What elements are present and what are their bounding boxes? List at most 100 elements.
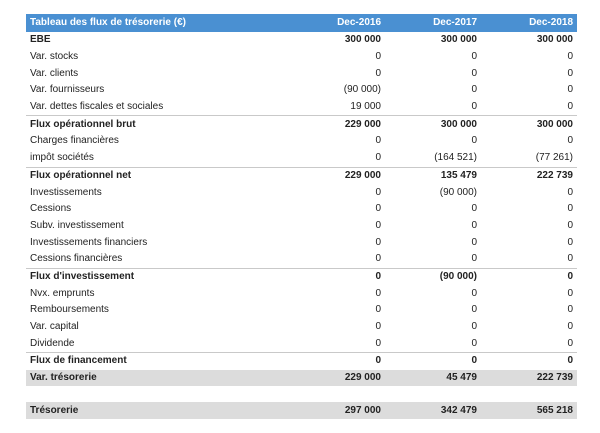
table-row: Var. clients 0 0 0	[26, 65, 577, 82]
cash-flow-table-container: Tableau des flux de trésorerie (€) Dec-2…	[26, 14, 577, 420]
row-label: Charges financières	[30, 135, 119, 147]
table-row: Dividende 0 0 0	[26, 335, 577, 352]
cell-value: 0	[567, 253, 573, 265]
cell-value: 0	[567, 51, 573, 63]
cell-value: 0	[567, 219, 573, 231]
cell-value: 0	[385, 352, 481, 370]
cell-value: 300 000	[440, 34, 477, 46]
cell-value: 45 479	[385, 369, 481, 387]
table-row: Trésorerie 297 000 342 479 565 218	[26, 402, 577, 420]
row-label: Var. clients	[30, 67, 79, 79]
cell-value: 0	[471, 219, 477, 231]
row-label: Subv. investissement	[30, 219, 124, 231]
cell-value: 0	[375, 152, 381, 164]
table-row: Var. fournisseurs (90 000) 0 0	[26, 82, 577, 99]
cell-value: 342 479	[385, 402, 481, 420]
cell-value: 565 218	[481, 402, 577, 420]
cell-value: 300 000	[344, 34, 381, 46]
cell-value: 0	[471, 236, 477, 248]
table-row: Subv. investissement 0 0 0	[26, 218, 577, 235]
table-row: EBE 300 000 300 000 300 000	[26, 32, 577, 49]
cell-value: (90 000)	[343, 84, 381, 96]
table-row: Cessions financières 0 0 0	[26, 251, 577, 268]
cell-value: 0	[471, 101, 477, 113]
table-row: Flux opérationnel brut 229 000 300 000 300 …	[26, 115, 577, 134]
table-row: Var. capital 0 0 0	[26, 319, 577, 336]
cell-value: 300 000	[536, 34, 573, 46]
cell-value: (164 521)	[434, 152, 477, 164]
cell-value: 0	[471, 287, 477, 299]
column-header-dec-2017: Dec-2017	[385, 14, 481, 32]
cell-value: 300 000	[385, 115, 481, 134]
cell-value: 0	[471, 51, 477, 63]
cell-value: 0	[289, 352, 385, 370]
cell-value: 0	[471, 337, 477, 349]
table-row: Investissements financiers 0 0 0	[26, 234, 577, 251]
cell-value: 0	[375, 219, 381, 231]
cell-value: 300 000	[481, 115, 577, 134]
table-row: Flux opérationnel net 229 000 135 479 222 7…	[26, 166, 577, 185]
cell-value: 0	[567, 304, 573, 316]
row-label: Cessions financières	[30, 253, 123, 265]
row-label: Nvx. emprunts	[30, 287, 95, 299]
cell-value	[385, 386, 481, 402]
cell-value: 229 000	[289, 369, 385, 387]
cash-flow-table: Tableau des flux de trésorerie (€) Dec-2…	[26, 14, 577, 420]
cell-value: 0	[375, 337, 381, 349]
table-row: Var. dettes fiscales et sociales 19 000 0 0	[26, 99, 577, 116]
row-label: Remboursements	[30, 304, 109, 316]
cell-value: 229 000	[289, 166, 385, 185]
table-row: Var. stocks 0 0 0	[26, 49, 577, 66]
cell-value: 0	[375, 203, 381, 215]
table-row: impôt sociétés 0 (164 521) (77 261)	[26, 150, 577, 167]
row-label: Dividende	[30, 337, 75, 349]
row-label	[26, 386, 289, 402]
row-label: Investissements financiers	[30, 236, 148, 248]
cell-value: 0	[567, 321, 573, 333]
cell-value	[289, 386, 385, 402]
cell-value: 0	[481, 267, 577, 286]
spacer-row	[26, 386, 577, 402]
column-header-dec-2016: Dec-2016	[289, 14, 385, 32]
table-row: Cessions 0 0 0	[26, 201, 577, 218]
cell-value: 0	[471, 67, 477, 79]
cell-value: 222 739	[481, 166, 577, 185]
table-row: Charges financières 0 0 0	[26, 133, 577, 150]
table-row: Var. trésorerie 229 000 45 479 222 739	[26, 369, 577, 387]
cell-value: 0	[375, 304, 381, 316]
cell-value: 0	[375, 236, 381, 248]
cell-value: 222 739	[481, 369, 577, 387]
cell-value: 0	[471, 321, 477, 333]
cell-value: 0	[471, 253, 477, 265]
row-label: Var. capital	[30, 321, 79, 333]
table-row: Nvx. emprunts 0 0 0	[26, 285, 577, 302]
cell-value: 0	[567, 287, 573, 299]
table-header-row: Tableau des flux de trésorerie (€) Dec-2…	[26, 14, 577, 32]
table-title: Tableau des flux de trésorerie (€)	[26, 14, 289, 32]
table-row: Flux de financement 0 0 0	[26, 352, 577, 370]
cell-value	[481, 386, 577, 402]
cell-value: 0	[567, 203, 573, 215]
row-label: Var. stocks	[30, 51, 79, 63]
cell-value: 0	[567, 67, 573, 79]
cell-value: 0	[375, 253, 381, 265]
cell-value: 0	[375, 135, 381, 147]
row-label: Var. dettes fiscales et sociales	[30, 101, 164, 113]
cell-value: 0	[481, 352, 577, 370]
row-label: Trésorerie	[26, 402, 289, 420]
cell-value: 0	[567, 337, 573, 349]
cell-value: 0	[375, 321, 381, 333]
table-body: EBE 300 000 300 000 300 000 Var. stocks 0 0 0 Va…	[26, 32, 577, 420]
row-label: Cessions	[30, 203, 72, 215]
row-label: impôt sociétés	[30, 152, 94, 164]
cell-value: 0	[567, 135, 573, 147]
cell-value: (77 261)	[535, 152, 573, 164]
cell-value: 0	[567, 186, 573, 198]
cell-value: 135 479	[385, 166, 481, 185]
cell-value: 0	[471, 84, 477, 96]
cell-value: 0	[375, 67, 381, 79]
row-label: Flux opérationnel brut	[26, 115, 289, 134]
cell-value: 0	[289, 267, 385, 286]
cell-value: 19 000	[350, 101, 381, 113]
row-label: Var. trésorerie	[26, 369, 289, 387]
